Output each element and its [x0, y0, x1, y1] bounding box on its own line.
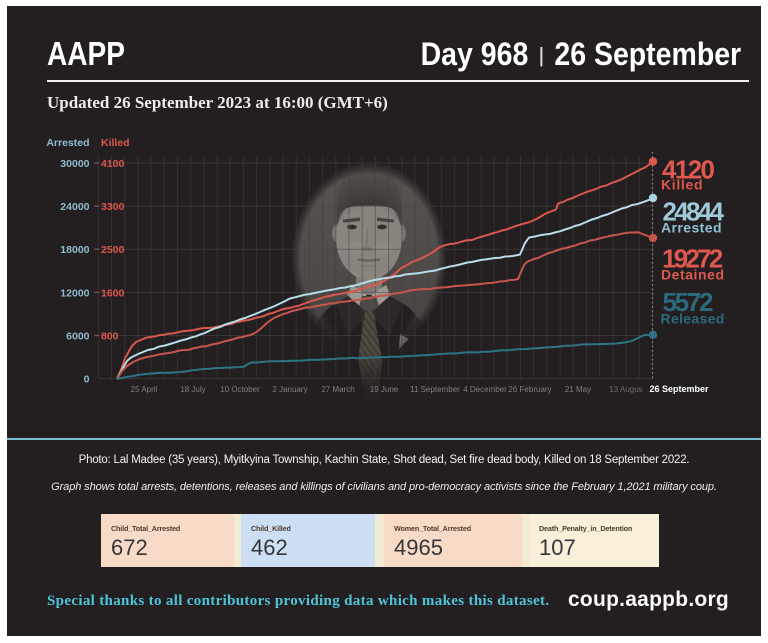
- svg-text:18000: 18000: [60, 244, 89, 256]
- svg-text:4120: 4120: [662, 154, 715, 184]
- svg-text:Released: Released: [661, 310, 725, 326]
- svg-text:19272: 19272: [662, 244, 723, 274]
- svg-text:Detained: Detained: [661, 266, 724, 282]
- svg-text:11 September: 11 September: [410, 385, 460, 394]
- svg-text:5572: 5572: [663, 287, 714, 317]
- svg-text:12000: 12000: [60, 287, 89, 299]
- svg-text:19 June: 19 June: [370, 385, 399, 394]
- svg-text:18 July: 18 July: [180, 385, 205, 394]
- svg-text:6000: 6000: [66, 331, 90, 343]
- svg-text:800: 800: [101, 331, 119, 343]
- svg-text:Arrested: Arrested: [661, 220, 722, 236]
- svg-text:0: 0: [84, 374, 90, 386]
- svg-text:21 May: 21 May: [565, 385, 591, 394]
- svg-text:Killed: Killed: [101, 137, 130, 149]
- svg-text:4 December: 4 December: [463, 385, 507, 394]
- svg-text:3300: 3300: [101, 201, 125, 213]
- svg-text:Killed: Killed: [661, 177, 703, 193]
- svg-text:24844: 24844: [663, 196, 725, 226]
- svg-text:25 April: 25 April: [131, 385, 158, 394]
- svg-text:4100: 4100: [101, 158, 125, 170]
- svg-text:24000: 24000: [60, 201, 89, 213]
- svg-text:1600: 1600: [101, 287, 125, 299]
- svg-text:10 October: 10 October: [220, 385, 260, 394]
- svg-text:2 January: 2 January: [272, 385, 307, 394]
- svg-text:30000: 30000: [60, 158, 89, 170]
- svg-text:27 March: 27 March: [321, 385, 354, 394]
- svg-text:26 September: 26 September: [649, 384, 709, 394]
- svg-text:Arrested: Arrested: [46, 137, 89, 149]
- svg-text:13 Augus: 13 Augus: [609, 385, 642, 394]
- svg-text:26 February: 26 February: [508, 385, 551, 394]
- svg-text:2500: 2500: [101, 244, 125, 256]
